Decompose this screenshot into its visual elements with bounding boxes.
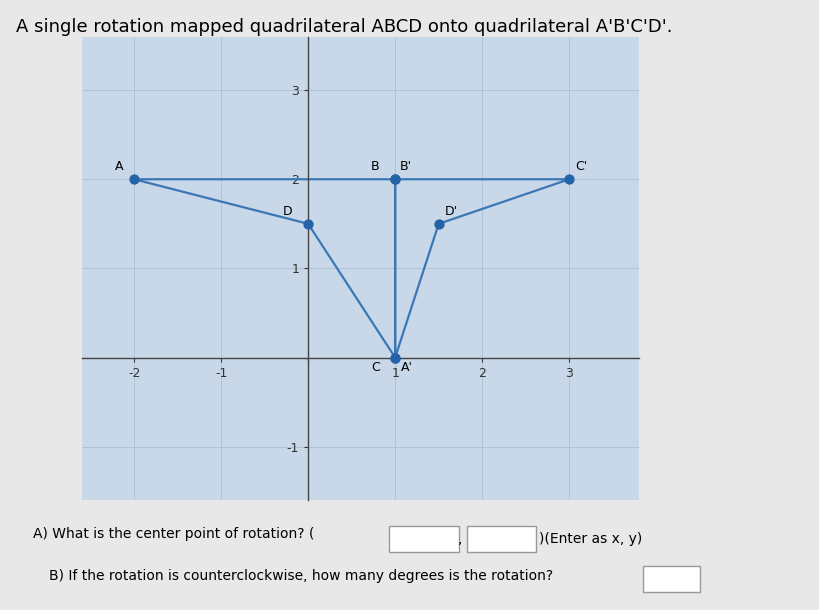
Text: ,: , — [458, 532, 463, 545]
Text: D: D — [283, 204, 292, 218]
Text: A) What is the center point of rotation? (: A) What is the center point of rotation?… — [33, 527, 314, 540]
Text: B': B' — [400, 160, 412, 173]
Text: D': D' — [445, 204, 458, 218]
Point — [389, 353, 402, 362]
Text: A': A' — [401, 361, 414, 373]
Text: C': C' — [575, 160, 587, 173]
Point — [389, 174, 402, 184]
Text: C: C — [371, 361, 379, 373]
Text: )(Enter as x, y): )(Enter as x, y) — [539, 532, 642, 545]
Point — [563, 174, 576, 184]
Text: A: A — [115, 160, 124, 173]
Point — [389, 174, 402, 184]
Point — [432, 219, 446, 229]
Point — [301, 219, 314, 229]
Point — [389, 353, 402, 362]
Text: B: B — [371, 160, 379, 173]
Text: A single rotation mapped quadrilateral ABCD onto quadrilateral A'B'C'D'.: A single rotation mapped quadrilateral A… — [16, 18, 673, 37]
Point — [128, 174, 141, 184]
Text: B) If the rotation is counterclockwise, how many degrees is the rotation?: B) If the rotation is counterclockwise, … — [49, 570, 554, 583]
